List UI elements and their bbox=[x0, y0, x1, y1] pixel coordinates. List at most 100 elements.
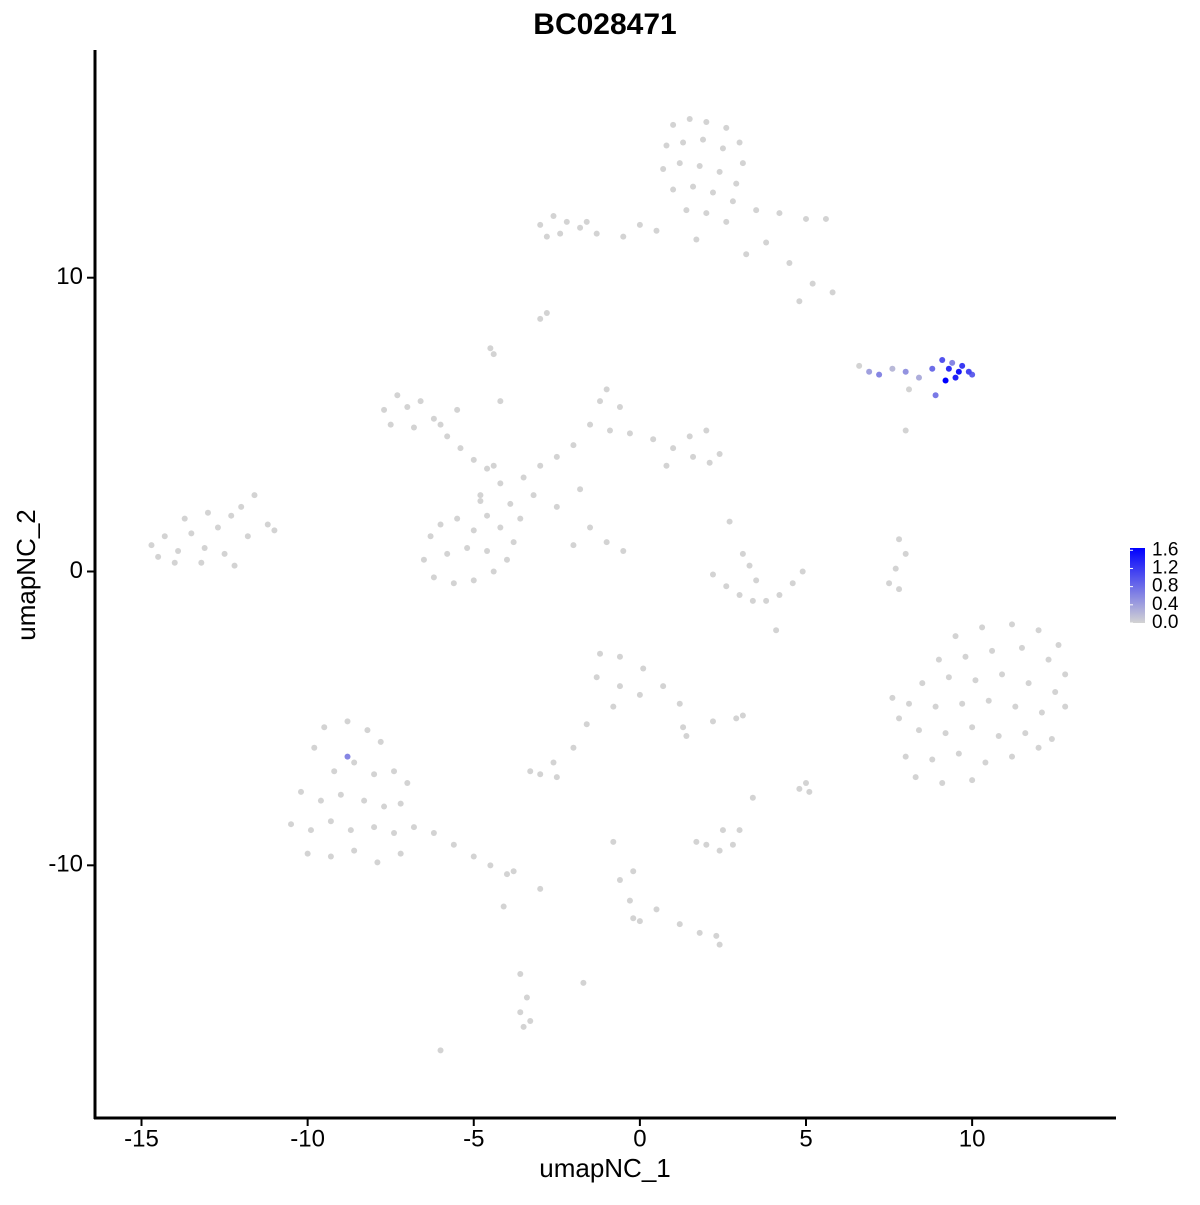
point bbox=[553, 453, 560, 460]
point bbox=[803, 215, 810, 222]
point bbox=[733, 715, 740, 722]
point bbox=[906, 386, 913, 393]
point bbox=[577, 486, 584, 493]
point bbox=[680, 139, 687, 146]
point bbox=[776, 592, 783, 599]
point bbox=[660, 165, 667, 172]
point bbox=[1012, 703, 1019, 710]
point bbox=[394, 392, 401, 399]
point bbox=[530, 492, 537, 499]
point bbox=[490, 351, 497, 358]
point bbox=[523, 994, 530, 1001]
point bbox=[919, 680, 926, 687]
point bbox=[906, 700, 913, 707]
point bbox=[580, 979, 587, 986]
point bbox=[477, 492, 484, 499]
point bbox=[690, 183, 697, 190]
point bbox=[344, 718, 351, 725]
point bbox=[364, 727, 371, 734]
point bbox=[932, 703, 939, 710]
point bbox=[391, 830, 398, 837]
point bbox=[161, 533, 168, 540]
point bbox=[317, 797, 324, 804]
point bbox=[577, 224, 584, 231]
point bbox=[543, 309, 550, 316]
point bbox=[397, 850, 404, 857]
colorbar-tick-label: 1.6 bbox=[1152, 539, 1178, 560]
point bbox=[719, 827, 726, 834]
y-tick-label: -10 bbox=[48, 851, 83, 878]
point bbox=[630, 868, 637, 875]
point bbox=[776, 210, 783, 217]
point bbox=[520, 1023, 527, 1030]
point bbox=[500, 903, 507, 910]
point bbox=[450, 841, 457, 848]
point bbox=[430, 415, 437, 422]
point bbox=[703, 118, 710, 125]
point bbox=[896, 715, 903, 722]
point bbox=[537, 462, 544, 469]
point bbox=[670, 121, 677, 128]
point bbox=[487, 862, 494, 869]
point bbox=[716, 847, 723, 854]
colorbar-tick-label: 1.2 bbox=[1152, 557, 1178, 578]
point bbox=[653, 227, 660, 234]
point bbox=[517, 971, 524, 978]
point bbox=[557, 230, 564, 237]
point bbox=[427, 533, 434, 540]
point bbox=[148, 542, 155, 549]
point bbox=[503, 556, 510, 563]
point bbox=[470, 456, 477, 463]
point bbox=[181, 515, 188, 522]
point bbox=[630, 915, 637, 922]
point bbox=[902, 427, 909, 434]
point bbox=[204, 509, 211, 516]
point bbox=[729, 198, 736, 205]
point bbox=[676, 921, 683, 928]
point bbox=[955, 750, 962, 757]
point bbox=[942, 377, 949, 384]
point bbox=[892, 565, 899, 572]
point bbox=[959, 362, 966, 369]
point bbox=[1025, 680, 1032, 687]
point bbox=[371, 771, 378, 778]
point bbox=[809, 280, 816, 287]
point bbox=[307, 827, 314, 834]
point bbox=[896, 536, 903, 543]
point bbox=[796, 785, 803, 792]
point bbox=[716, 450, 723, 457]
point bbox=[753, 207, 760, 214]
point bbox=[972, 677, 979, 684]
point bbox=[517, 515, 524, 522]
x-tick-label: 10 bbox=[959, 1125, 986, 1152]
point bbox=[304, 850, 311, 857]
y-tick-label: 0 bbox=[70, 557, 83, 584]
point bbox=[723, 218, 730, 225]
x-tick-label: -10 bbox=[290, 1125, 325, 1152]
point bbox=[550, 759, 557, 766]
point bbox=[799, 568, 806, 575]
point bbox=[510, 868, 517, 875]
point bbox=[563, 218, 570, 225]
point bbox=[706, 459, 713, 466]
point bbox=[716, 941, 723, 948]
point bbox=[942, 730, 949, 737]
point bbox=[297, 788, 304, 795]
point bbox=[979, 624, 986, 631]
point bbox=[374, 859, 381, 866]
point bbox=[417, 398, 424, 405]
point bbox=[583, 218, 590, 225]
point bbox=[709, 189, 716, 196]
point bbox=[543, 233, 550, 240]
point bbox=[620, 547, 627, 554]
point bbox=[929, 756, 936, 763]
point bbox=[464, 545, 471, 552]
point bbox=[932, 392, 939, 399]
point bbox=[228, 512, 235, 519]
point bbox=[886, 580, 893, 587]
point bbox=[1045, 656, 1052, 663]
point bbox=[221, 550, 228, 557]
point bbox=[391, 768, 398, 775]
point bbox=[437, 1047, 444, 1054]
point bbox=[497, 398, 504, 405]
